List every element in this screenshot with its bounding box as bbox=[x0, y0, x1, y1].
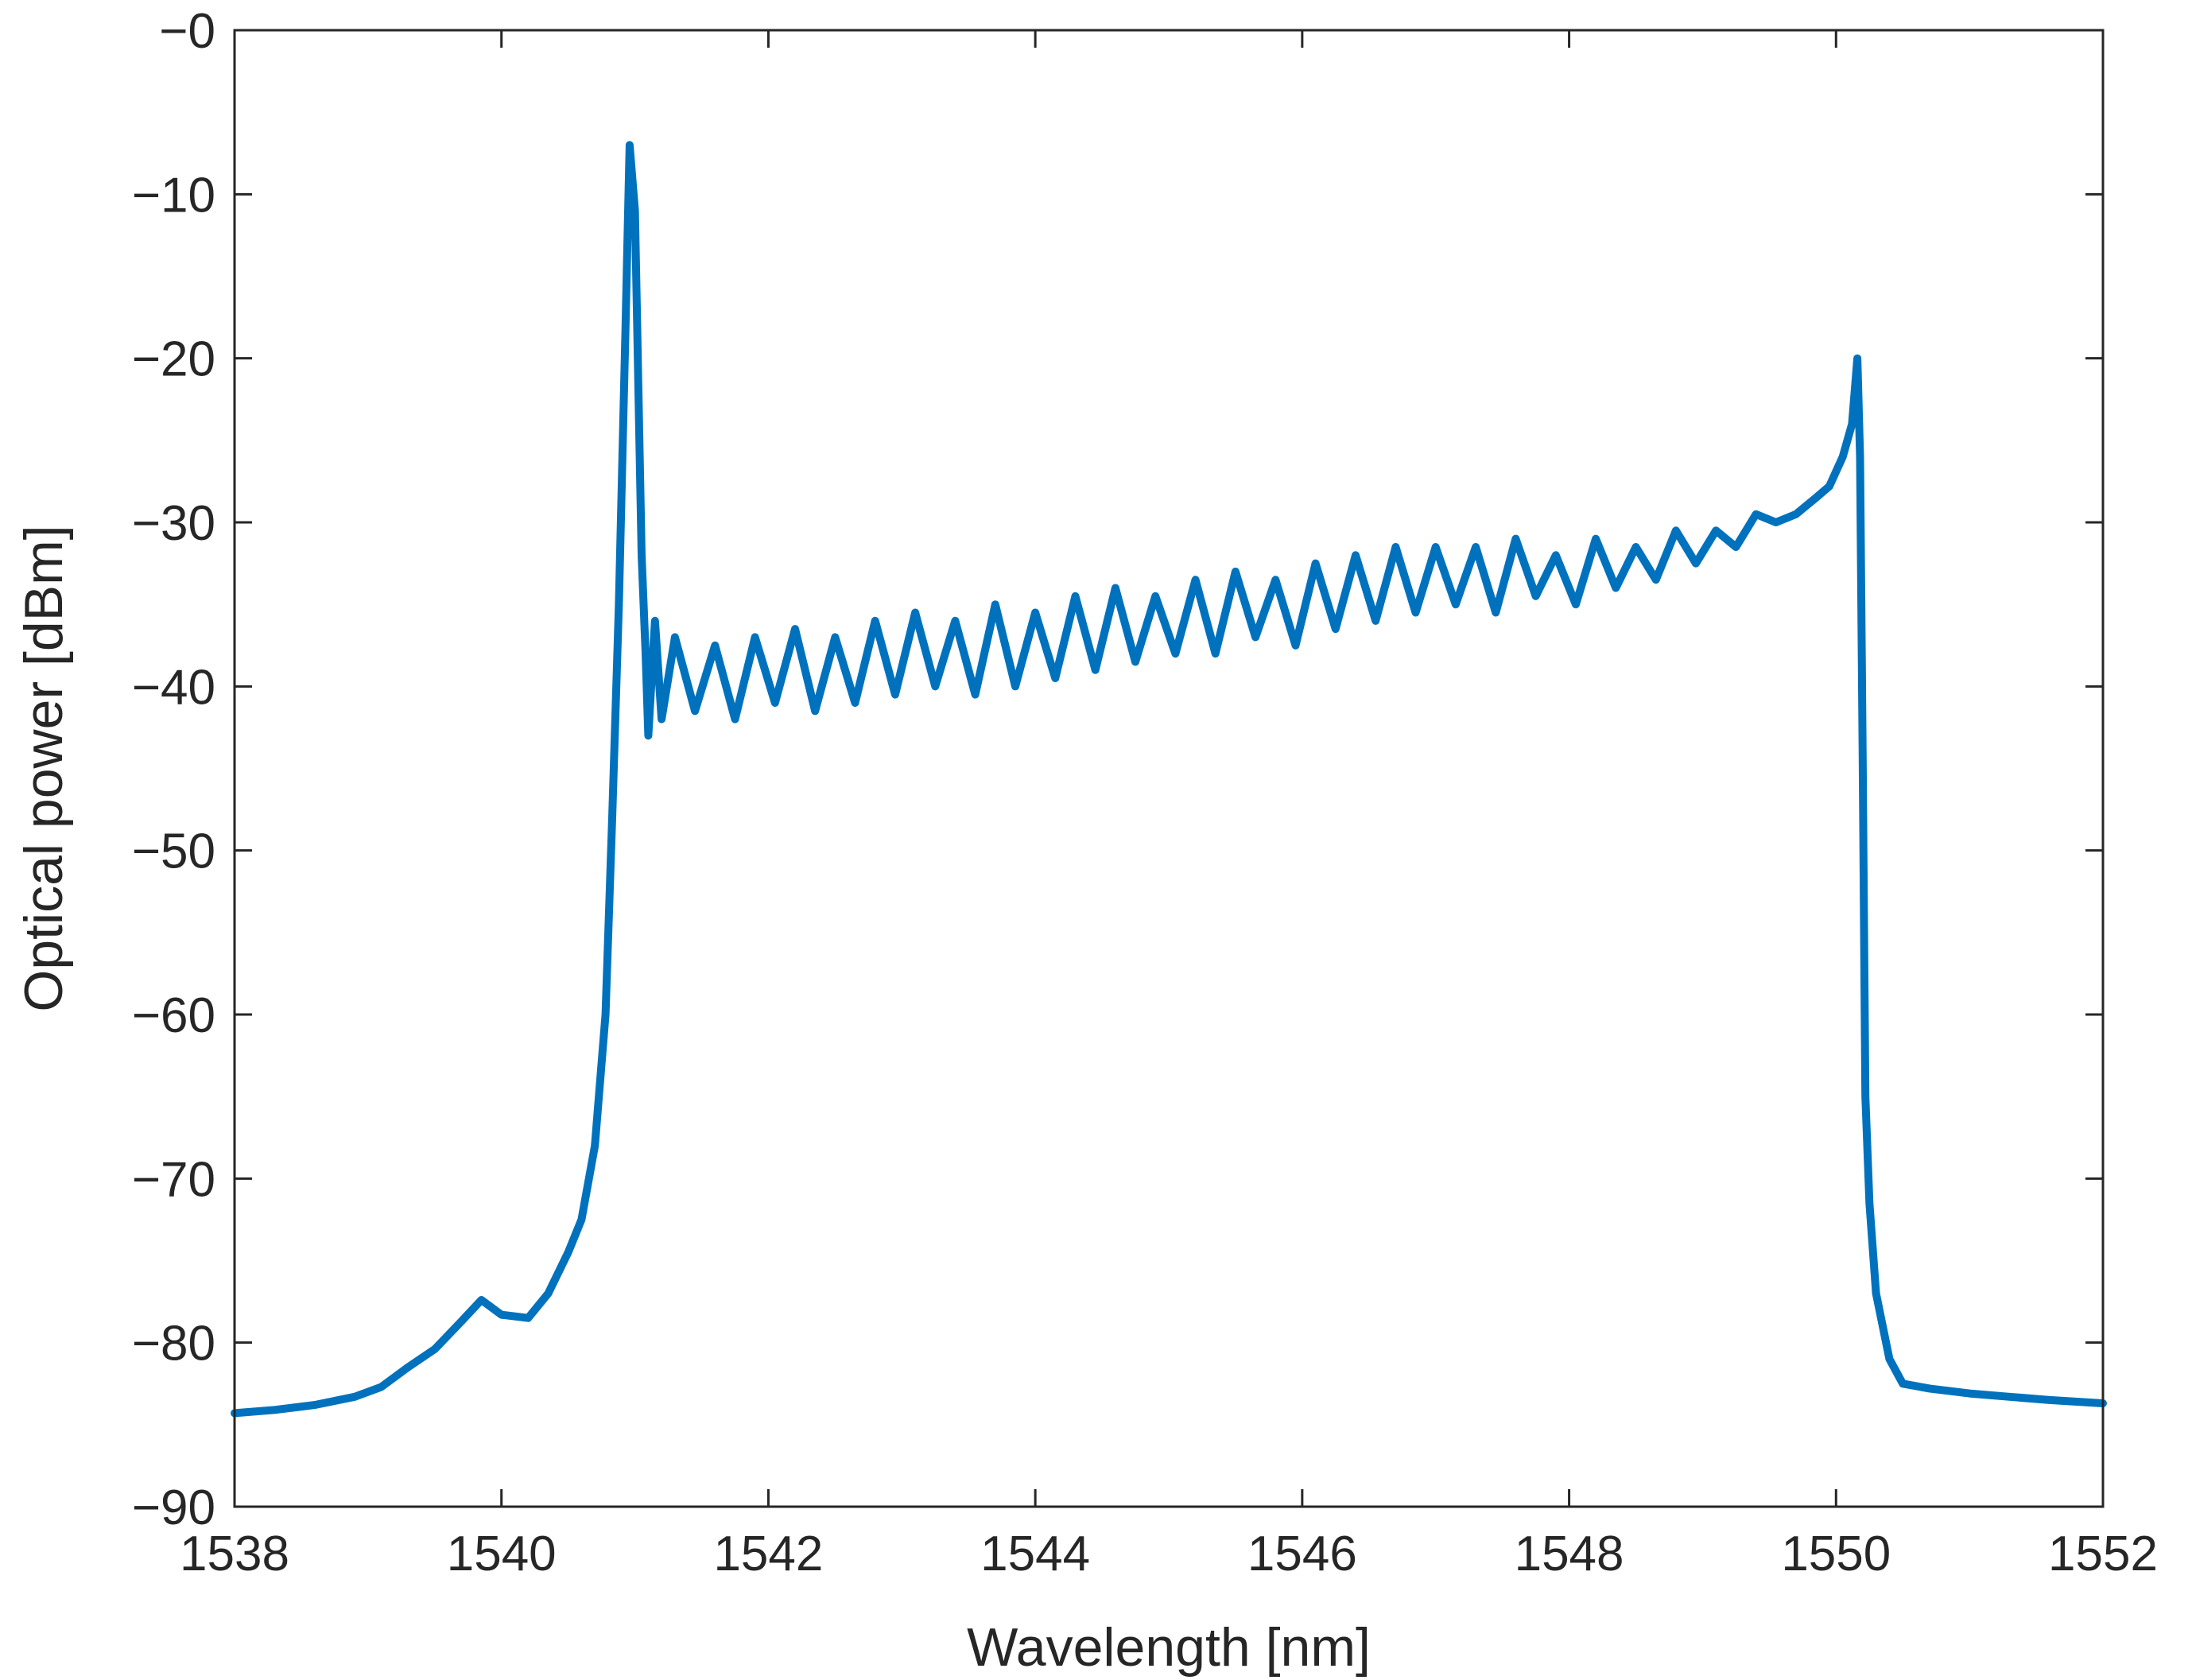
y-tick-label: −10 bbox=[132, 168, 215, 223]
axes-frame bbox=[233, 29, 2105, 1508]
x-tick-label: 1544 bbox=[980, 1527, 1090, 1581]
series-line bbox=[231, 141, 2107, 1418]
x-tick-label: 1546 bbox=[1247, 1527, 1357, 1581]
y-tick-label: −50 bbox=[132, 824, 215, 879]
x-tick-label: 1538 bbox=[180, 1527, 289, 1581]
y-tick-label: −60 bbox=[132, 988, 215, 1043]
y-tick-label: −80 bbox=[132, 1317, 215, 1372]
y-tick-label: −20 bbox=[132, 332, 215, 387]
x-tick-label: 1548 bbox=[1515, 1527, 1624, 1581]
x-tick-label: 1542 bbox=[713, 1527, 823, 1581]
x-tick-label: 1540 bbox=[447, 1527, 557, 1581]
y-tick-label: −30 bbox=[132, 496, 215, 551]
y-tick-label: −90 bbox=[132, 1480, 215, 1535]
y-axis-label: Optical power [dBm] bbox=[14, 525, 74, 1011]
y-tick-label: −40 bbox=[132, 660, 215, 715]
x-tick-label: 1552 bbox=[2048, 1527, 2158, 1581]
y-tick-label: −0 bbox=[159, 4, 215, 59]
y-tick-label: −70 bbox=[132, 1152, 215, 1207]
x-tick-label: 1550 bbox=[1781, 1527, 1891, 1581]
plot-area bbox=[231, 141, 2107, 1418]
axis-ticks: 1538 1540 1542 1544 1546 1548 1550 1552 −90 −80 −7… bbox=[132, 4, 2158, 1581]
x-axis-label: Wavelength [nm] bbox=[967, 1617, 1371, 1678]
